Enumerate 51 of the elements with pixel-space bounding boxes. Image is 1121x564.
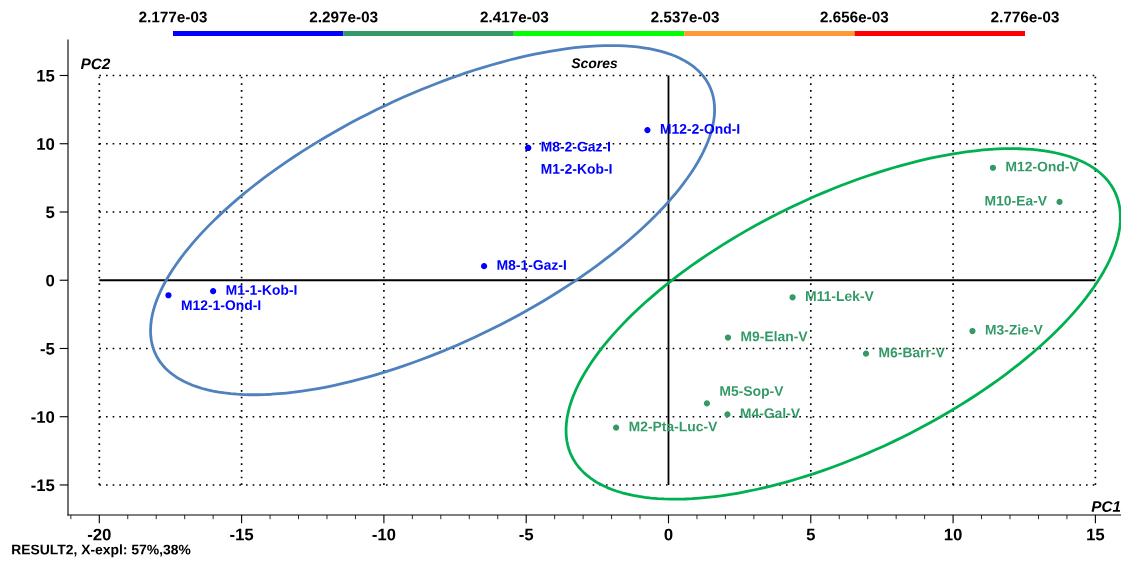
point: [789, 294, 796, 301]
series-label: M5-Sop-V: [720, 386, 784, 399]
point: [613, 424, 620, 431]
x-tick-label: -10: [372, 528, 396, 541]
point: [165, 292, 172, 299]
series-label: M8-1-Gaz-I: [497, 260, 566, 270]
x-tick-label: 15: [1087, 528, 1105, 541]
series-label: M1-1-Kob-I: [226, 284, 297, 295]
series-label: M9-Elan-V: [741, 331, 808, 342]
y-tick-label: 0: [46, 274, 55, 287]
point: [724, 411, 731, 418]
series-label: M3-Zie-V: [985, 324, 1043, 335]
y-tick-label: -15: [31, 479, 55, 492]
color-bar-label: 2.776e-03: [991, 11, 1059, 23]
y-tick-label: 5: [46, 206, 55, 219]
series-label: M1-2-Kob-I: [541, 163, 612, 174]
point: [644, 126, 651, 134]
y-tick-label: -5: [40, 343, 55, 355]
y-axis-title: PC2: [80, 58, 111, 70]
color-bar-label: 2.297e-03: [309, 11, 378, 23]
text: Scores: [571, 58, 618, 69]
point: [724, 334, 732, 341]
color-bar-label: 2.656e-03: [820, 11, 889, 23]
x-tick-label: 10: [944, 528, 962, 541]
color-bar-label: 2.417e-03: [480, 11, 549, 23]
point: [862, 350, 870, 357]
series-label: M12-1-Ond-I: [181, 299, 261, 311]
color-bar-label: 2.177e-03: [139, 11, 207, 23]
text: RESULT2, X-expl: 57%,38%: [12, 544, 191, 558]
point: [1056, 198, 1063, 205]
series-label: M6-Barr-V: [879, 347, 945, 358]
x-tick-label: -5: [519, 528, 534, 541]
point: [703, 400, 711, 407]
x-tick-label: -15: [230, 528, 254, 541]
x-tick-label: 0: [664, 528, 673, 541]
point: [210, 288, 217, 295]
x-axis-title: PC1: [1091, 501, 1121, 512]
color-bar-label: 2.537e-03: [651, 11, 719, 23]
series-label: M10-Ea-V: [985, 195, 1047, 206]
point: [989, 164, 997, 171]
x-tick-label: -20: [87, 528, 111, 541]
series-label: M4-Gal-V: [740, 407, 800, 419]
x-tick-label: 5: [806, 528, 815, 541]
series-label: M8-2-Gaz-I: [541, 141, 610, 152]
point: [969, 327, 976, 335]
y-tick-label: -10: [31, 411, 55, 423]
point: [480, 263, 488, 270]
series-label: M12-Ond-V: [1006, 161, 1079, 172]
y-tick-label: 10: [37, 138, 55, 150]
y-tick-label: 15: [37, 70, 55, 82]
series-label: M11-Lek-V: [806, 290, 874, 302]
